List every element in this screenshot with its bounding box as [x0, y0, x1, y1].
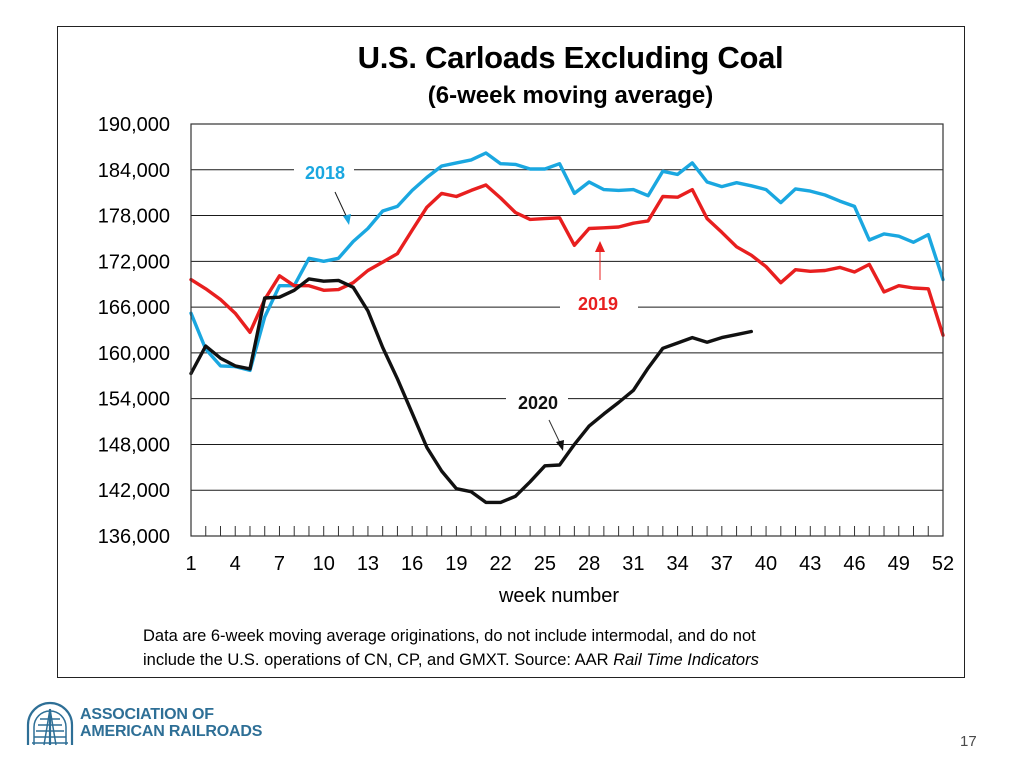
- label-bg-2019: [560, 292, 638, 316]
- x-tick-label: 43: [799, 553, 821, 575]
- x-tick-label: 52: [932, 553, 954, 575]
- y-tick-label: 148,000: [98, 434, 170, 456]
- arrowhead-2019: [595, 241, 605, 252]
- x-tick-label: 19: [445, 553, 467, 575]
- arrow-2020: [548, 419, 562, 446]
- grid-lines: [191, 123, 943, 537]
- page-number: 17: [960, 733, 977, 750]
- y-tick-label: 184,000: [98, 160, 170, 182]
- arrowhead-2018: [343, 214, 351, 225]
- x-tick-label: 22: [490, 553, 512, 575]
- logo-line-1: ASSOCIATION OF: [80, 706, 214, 723]
- x-tick-label: 40: [755, 553, 777, 575]
- logo-line-2: AMERICAN RAILROADS: [80, 723, 263, 740]
- x-tick-label: 7: [274, 553, 285, 575]
- y-tick-label: 172,000: [98, 251, 170, 273]
- series-line-2019: [189, 183, 945, 337]
- arrowhead-2020: [556, 440, 564, 451]
- label-bg-2018: [294, 160, 354, 184]
- footnote: Data are 6-week moving average originati…: [143, 624, 943, 672]
- x-tick-label: 13: [357, 553, 379, 575]
- x-tick-label: 34: [666, 553, 688, 575]
- x-tick-label: 31: [622, 553, 644, 575]
- annotations: 2018 2019 2020: [294, 160, 638, 451]
- x-tick-label: 10: [313, 553, 335, 575]
- y-tick-labels: 136,000 142,000 148,000 154,000 160,000 166,0…: [98, 114, 170, 548]
- x-tick-label: 4: [230, 553, 241, 575]
- x-tick-label: 46: [843, 553, 865, 575]
- series-line-2020: [189, 277, 753, 505]
- footnote-line-2: include the U.S. operations of CN, CP, a…: [143, 648, 943, 672]
- y-tick-label: 178,000: [98, 206, 170, 228]
- y-tick-label: 166,000: [98, 297, 170, 319]
- label-2020: 2020: [518, 393, 558, 413]
- x-tick-marks: [190, 526, 944, 536]
- x-tick-labels: 1 4 7 10 13 16 19 22 25 28 31 34 37 40 43 46 49 52: [185, 553, 954, 575]
- series-lines: [189, 151, 945, 505]
- chart-title: U.S. Carloads Excluding Coal: [357, 40, 784, 75]
- y-tick-label: 154,000: [98, 389, 170, 411]
- footnote-source-title: Rail Time Indicators: [613, 651, 759, 669]
- x-tick-label: 28: [578, 553, 600, 575]
- chart-subtitle: (6-week moving average): [427, 82, 714, 109]
- x-tick-label: 16: [401, 553, 423, 575]
- aar-logo-icon: [26, 701, 74, 746]
- x-tick-label: 1: [185, 553, 196, 575]
- chart-frame: [57, 26, 965, 678]
- y-tick-label: 160,000: [98, 343, 170, 365]
- plot-border: [190, 123, 944, 537]
- label-2018: 2018: [305, 163, 345, 183]
- x-tick-label: 25: [534, 553, 556, 575]
- label-bg-2020: [506, 390, 568, 414]
- x-tick-label: 49: [888, 553, 910, 575]
- footnote-line-1: Data are 6-week moving average originati…: [143, 627, 756, 645]
- footnote-line-2-text: include the U.S. operations of CN, CP, a…: [143, 651, 614, 669]
- x-tick-label: 37: [711, 553, 733, 575]
- aar-logo-text: ASSOCIATION OF AMERICAN RAILROADS: [80, 706, 262, 740]
- y-tick-label: 142,000: [98, 480, 170, 502]
- y-tick-label: 190,000: [98, 114, 170, 136]
- series-line-2018: [189, 151, 945, 373]
- label-2019: 2019: [578, 294, 618, 314]
- x-axis-label: week number: [498, 585, 619, 607]
- y-tick-label: 136,000: [98, 526, 170, 548]
